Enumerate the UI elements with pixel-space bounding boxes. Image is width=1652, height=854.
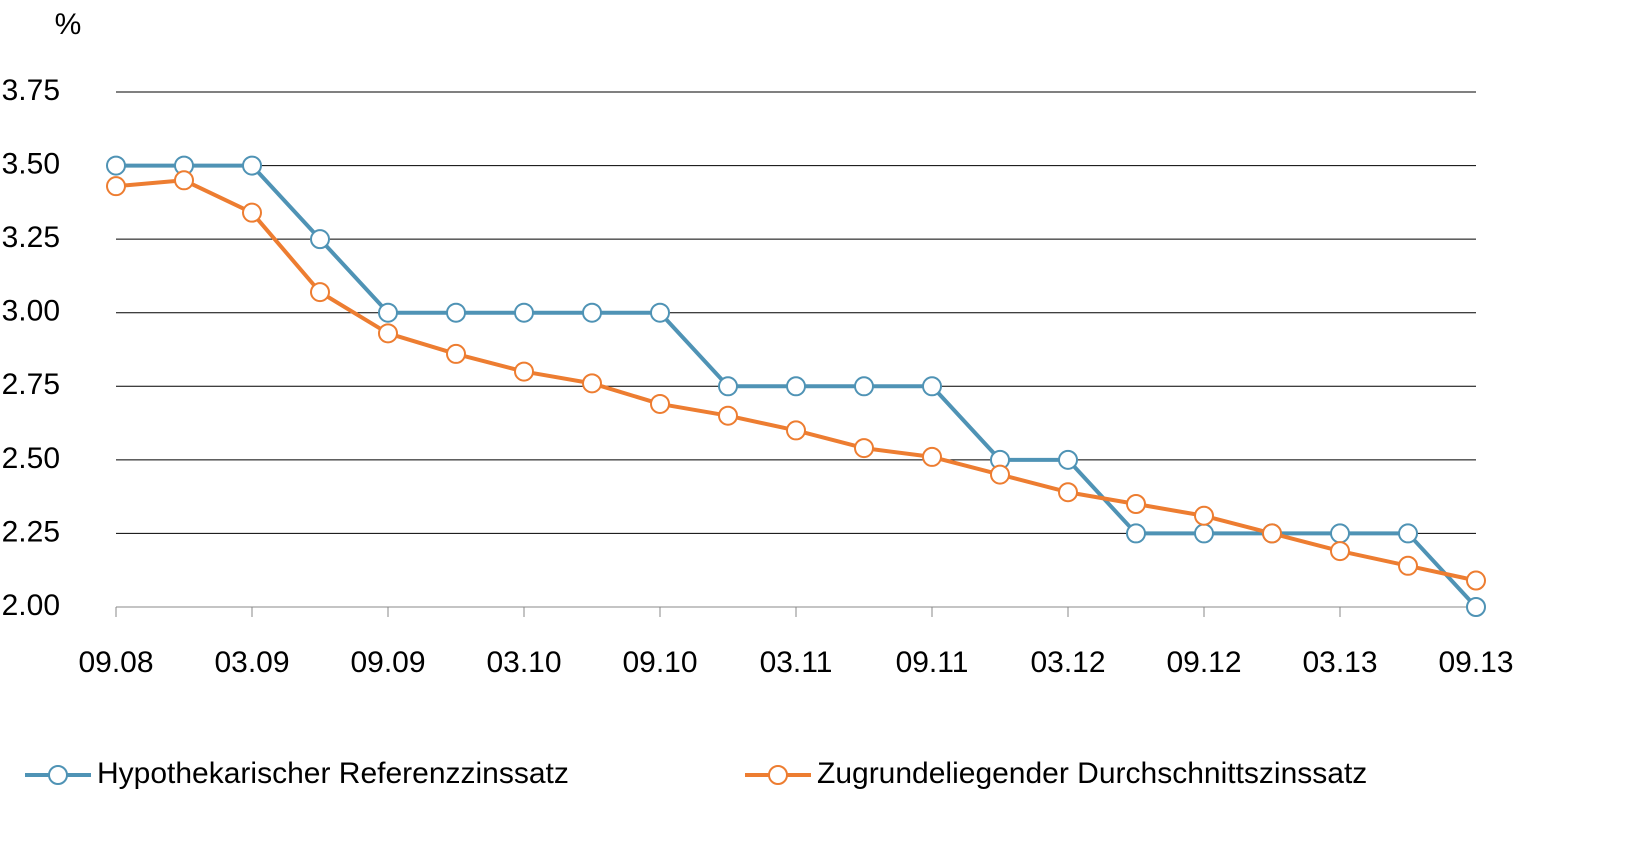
point-marker [1126,494,1146,514]
x-tick-label: 03.09 [214,646,289,679]
point-marker [310,229,330,250]
point-marker [1194,523,1214,544]
point-marker [854,438,874,459]
point-marker [650,302,670,323]
point-marker [106,155,126,176]
x-tick-label: 09.11 [896,646,969,679]
legend-marker [768,765,788,785]
y-axis-label: % [55,8,82,41]
y-tick-label: 2.50 [2,442,60,475]
point-marker [786,376,806,397]
point-marker [310,282,330,303]
y-tick-label: 2.75 [2,368,60,401]
point-marker [514,302,534,323]
y-tick-label: 2.00 [2,589,60,622]
point-marker [446,343,466,364]
point-marker [1126,523,1146,544]
point-marker [174,170,194,191]
y-tick-label: 2.25 [2,515,60,548]
y-tick-label: 3.00 [2,295,60,328]
point-marker [922,446,942,467]
point-marker [718,376,738,397]
point-marker [1058,449,1078,470]
point-marker [1330,523,1350,544]
point-marker [854,376,874,397]
x-tick-label: 09.13 [1438,646,1513,679]
x-tick-label: 03.13 [1302,646,1377,679]
y-tick-label: 3.75 [2,74,60,107]
point-marker [990,464,1010,485]
legend-label: Zugrundeliegender Durchschnittszinssatz [817,757,1367,790]
point-marker [1466,570,1486,591]
x-tick-label: 03.11 [760,646,833,679]
point-marker [106,176,126,197]
y-tick-label: 3.50 [2,147,60,180]
point-marker [242,155,262,176]
point-marker [1330,541,1350,562]
point-marker [1058,482,1078,503]
point-marker [1466,597,1486,617]
x-tick-label: 09.08 [78,646,153,679]
point-marker [446,302,466,323]
point-marker [378,323,398,344]
point-marker [786,420,806,441]
x-tick-label: 09.10 [622,646,697,679]
y-tick-label: 3.25 [2,221,60,254]
point-marker [582,302,602,323]
legend-marker [48,765,68,785]
point-marker [922,376,942,397]
point-marker [1262,523,1282,544]
legend-label: Hypothekarischer Referenzzinssatz [97,757,569,790]
x-tick-label: 09.12 [1166,646,1241,679]
point-marker [378,302,398,323]
point-marker [1194,505,1214,526]
x-tick-label: 03.10 [486,646,561,679]
point-marker [242,202,262,223]
x-tick-label: 09.09 [350,646,425,679]
point-marker [650,393,670,414]
point-marker [1398,555,1418,576]
point-marker [514,361,534,382]
x-tick-label: 03.12 [1030,646,1105,679]
point-marker [582,373,602,394]
point-marker [1398,523,1418,544]
point-marker [718,405,738,426]
